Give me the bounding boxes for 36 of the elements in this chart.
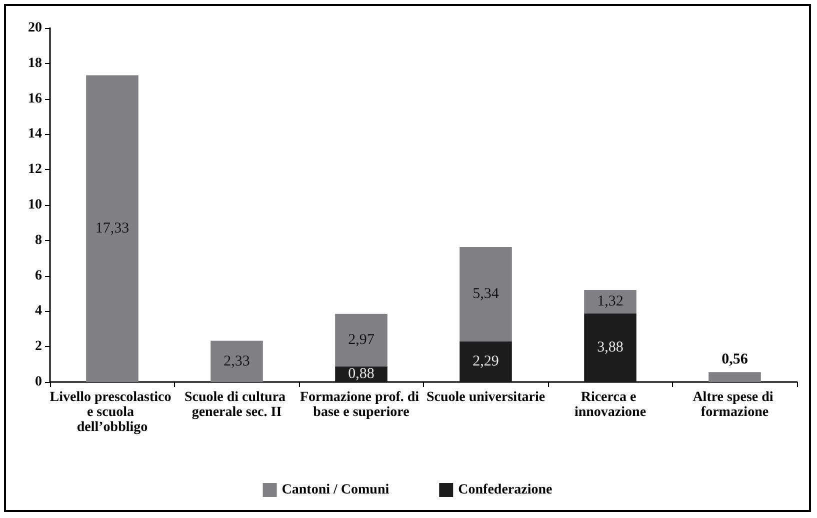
y-tick-label: 18 (28, 56, 42, 71)
y-tick-label: 6 (35, 268, 42, 284)
y-tick-label: 8 (35, 232, 42, 248)
y-tick-label: 0 (35, 374, 42, 390)
data-label: 2,97 (348, 332, 375, 348)
data-label: 2,33 (224, 353, 250, 370)
bar (584, 290, 636, 314)
data-label: 17,33 (95, 220, 130, 237)
x-tick-label: Ricerca e innovazione (574, 390, 646, 420)
data-label: 0,88 (348, 366, 374, 382)
y-tick-label: 20 (28, 20, 42, 36)
data-label: 3,88 (597, 340, 624, 356)
y-tick-label: 12 (28, 162, 42, 178)
data-label: 0,56 (722, 352, 748, 368)
x-tick-label: Formazione prof. di base e superiore (300, 390, 423, 420)
data-label: 5,34 (472, 286, 500, 302)
x-tick-label: Scuole universitarie (426, 390, 546, 405)
legend-label: Cantoni / Comuni (282, 482, 390, 498)
x-tick-label: Altre spese di formazione (692, 390, 777, 420)
data-label: 1,32 (597, 294, 624, 310)
y-tick-label: 4 (35, 304, 42, 319)
bar (460, 246, 512, 342)
bar (335, 314, 388, 366)
bar (460, 341, 512, 382)
x-tick-label: Scuole di cultura generale sec. II (184, 390, 290, 420)
bar (584, 313, 636, 382)
bar (708, 372, 761, 382)
data-label: 2,29 (472, 354, 499, 370)
bar (86, 75, 138, 382)
y-tick-label: 14 (28, 126, 42, 142)
y-tick-label: 2 (35, 339, 42, 354)
y-tick-label: 10 (28, 198, 42, 212)
y-tick-label: 16 (28, 91, 42, 106)
x-tick-label: Livello prescolastico e scuola dell’obbligo (50, 390, 175, 435)
legend-label: Confederazione (458, 482, 552, 498)
bar (210, 340, 263, 382)
